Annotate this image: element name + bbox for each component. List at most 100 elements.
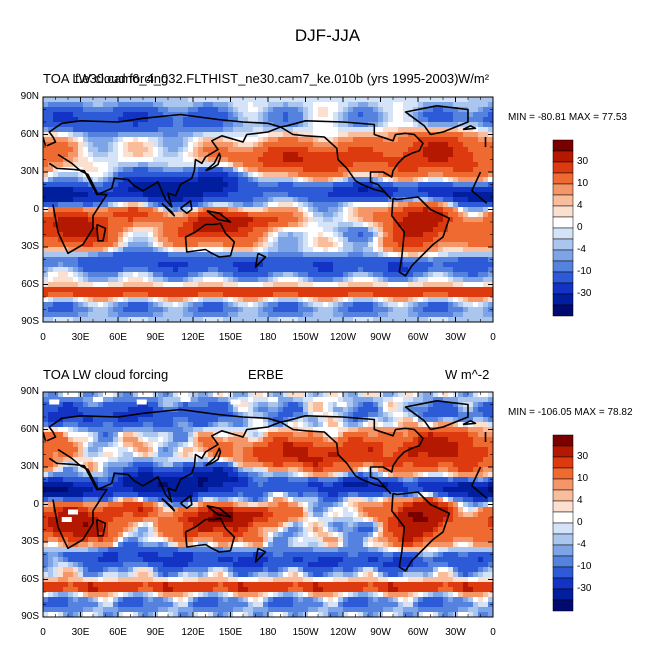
lon-tick-label: 30W: [445, 332, 466, 343]
panel2-units: W m^-2: [445, 367, 490, 382]
coastline: [204, 152, 222, 172]
lat-tick-label: 30N: [20, 461, 39, 472]
panel1-units: W/m²: [458, 71, 490, 86]
colorbar-swatch: [552, 304, 574, 317]
coastline: [184, 517, 236, 553]
missing-data-patch: [93, 397, 103, 402]
lon-tick-label: 150W: [292, 627, 319, 638]
coastline: [46, 113, 282, 208]
colorbar-label: 30: [577, 156, 589, 167]
lon-tick-label: 120E: [181, 627, 205, 638]
lat-tick-label: 90S: [21, 316, 39, 327]
coastlines: [43, 105, 488, 277]
colorbar-swatch: [552, 293, 574, 306]
lon-tick-label: 90E: [146, 627, 165, 638]
lon-tick-label: 60W: [407, 627, 429, 638]
coastline: [180, 200, 193, 215]
map-panel-1: [42, 96, 494, 323]
colorbar-swatch: [552, 489, 574, 502]
heatmap-field: [43, 97, 493, 322]
colorbar-label: -30: [577, 288, 592, 299]
lon-tick-label: 30E: [71, 332, 90, 343]
coastline: [462, 125, 477, 131]
colorbar-swatch: [552, 511, 574, 524]
colorbar-label: 10: [577, 473, 589, 484]
colorbar-2: [552, 434, 574, 612]
colorbar-swatch: [552, 260, 574, 273]
missing-data-patch: [49, 399, 60, 405]
colorbar-swatch: [552, 227, 574, 240]
lon-tick-label: 60E: [109, 627, 127, 638]
lat-tick-label: 30S: [21, 536, 39, 547]
colorbar-label: 4: [577, 495, 583, 506]
lon-tick-label: 30E: [71, 627, 90, 638]
missing-data-patch: [68, 509, 78, 515]
coastline: [48, 457, 108, 550]
panel2-left-title: TOA LW cloud forcing: [43, 367, 169, 382]
coastline: [404, 105, 469, 136]
lat-tick-label: 90N: [20, 386, 39, 397]
panel2-min-max: MIN = -106.05 MAX = 78.82: [508, 407, 633, 418]
colorbar-swatch: [552, 434, 574, 447]
colorbar-swatch: [552, 478, 574, 491]
colorbar-swatch: [552, 588, 574, 601]
colorbar-swatch: [552, 445, 574, 458]
lon-tick-label: 0: [40, 332, 46, 343]
colorbar-label: -30: [577, 583, 592, 594]
colorbar-swatch: [552, 172, 574, 185]
lon-tick-label: 150E: [218, 627, 243, 638]
lat-tick-label: 90N: [20, 91, 39, 102]
colorbar-swatch: [552, 456, 574, 469]
colorbar-label: -10: [577, 561, 592, 572]
missing-data-patch: [180, 397, 191, 402]
coastline: [280, 414, 424, 495]
lat-tick-label: 0: [33, 203, 39, 215]
colorbar-swatch: [552, 205, 574, 218]
colorbar-label: -4: [577, 244, 586, 255]
lat-tick-label: 60S: [21, 573, 39, 585]
coastline: [471, 485, 488, 499]
coastline: [161, 202, 176, 217]
colorbar-swatch: [552, 467, 574, 480]
colorbar-swatch: [552, 577, 574, 590]
coastline: [96, 223, 107, 242]
colorbar-1: [552, 139, 574, 317]
lon-tick-label: 30W: [445, 627, 466, 638]
missing-data-patch: [230, 399, 241, 405]
coastline: [462, 419, 477, 426]
panel1-min-max: MIN = -80.81 MAX = 77.53: [508, 112, 627, 123]
coastline: [161, 497, 176, 512]
colorbar-label: 0: [577, 222, 583, 233]
colorbar-swatch: [552, 150, 574, 163]
figure-title: DJF-JJA: [294, 26, 361, 45]
lat-tick-label: 30S: [21, 241, 39, 252]
lon-tick-label: 150W: [292, 332, 319, 343]
coastline: [471, 171, 482, 192]
colorbar-swatch: [552, 271, 574, 284]
missing-data-patch: [61, 517, 72, 522]
colorbar-swatch: [552, 216, 574, 229]
coastline: [180, 494, 193, 510]
panel2-center-title: ERBE: [248, 367, 284, 382]
colorbar-swatch: [552, 249, 574, 262]
lon-tick-label: 60E: [109, 332, 127, 343]
coastline: [390, 491, 451, 572]
colorbar-swatch: [552, 533, 574, 546]
map-panel-2: [42, 391, 494, 618]
coastlines: [43, 399, 488, 572]
lon-tick-label: 180: [259, 332, 277, 343]
lat-tick-label: 60N: [20, 423, 39, 435]
heatmap-field: [43, 392, 493, 617]
lat-tick-label: 30N: [20, 166, 39, 177]
colorbar-swatch: [552, 161, 574, 174]
colorbar-swatch: [552, 522, 574, 535]
lat-tick-label: 60N: [20, 128, 39, 140]
coastline: [204, 447, 222, 467]
missing-data-patch: [336, 402, 347, 407]
lon-tick-label: 90E: [146, 332, 165, 343]
colorbar-swatch: [552, 599, 574, 612]
colorbar-label: 0: [577, 517, 583, 528]
lon-tick-label: 0: [40, 627, 46, 638]
colorbar-label: 30: [577, 451, 589, 462]
